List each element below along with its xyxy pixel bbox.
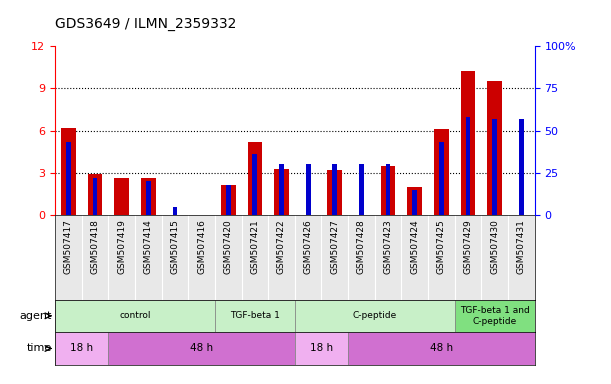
Text: 18 h: 18 h	[70, 343, 93, 354]
Bar	[226, 185, 230, 215]
Bar	[306, 164, 310, 215]
Text: GSM507429: GSM507429	[464, 219, 472, 274]
Bar	[55, 300, 215, 332]
Bar	[466, 117, 470, 215]
Bar	[455, 300, 535, 332]
Text: GSM507420: GSM507420	[224, 219, 233, 274]
Text: GDS3649 / ILMN_2359332: GDS3649 / ILMN_2359332	[55, 17, 236, 31]
Text: GSM507421: GSM507421	[251, 219, 259, 274]
Bar	[108, 332, 295, 365]
Bar	[172, 207, 177, 215]
Text: GSM507431: GSM507431	[517, 219, 526, 274]
Bar	[295, 300, 455, 332]
Bar	[55, 332, 108, 365]
Text: GSM507415: GSM507415	[170, 219, 180, 274]
Text: GSM507423: GSM507423	[384, 219, 393, 274]
Bar	[434, 129, 448, 215]
Text: GSM507419: GSM507419	[117, 219, 126, 274]
Text: GSM507416: GSM507416	[197, 219, 206, 274]
Text: time: time	[27, 343, 52, 354]
Text: 48 h: 48 h	[190, 343, 213, 354]
Bar	[439, 142, 444, 215]
Bar	[252, 154, 257, 215]
Text: GSM507414: GSM507414	[144, 219, 153, 274]
Bar	[488, 81, 502, 215]
Bar	[66, 142, 71, 215]
Text: GSM507425: GSM507425	[437, 219, 446, 274]
Bar	[295, 332, 348, 365]
Bar	[141, 179, 156, 215]
Bar	[221, 185, 235, 215]
Bar	[381, 166, 395, 215]
Bar	[408, 187, 422, 215]
Text: GSM507417: GSM507417	[64, 219, 73, 274]
Text: C-peptide: C-peptide	[353, 311, 397, 320]
Text: GSM507430: GSM507430	[490, 219, 499, 274]
Text: GSM507428: GSM507428	[357, 219, 366, 274]
Bar	[519, 119, 524, 215]
Text: agent: agent	[20, 311, 52, 321]
Bar	[114, 179, 129, 215]
Bar	[492, 119, 497, 215]
Text: 48 h: 48 h	[430, 343, 453, 354]
Bar	[61, 128, 76, 215]
Text: control: control	[119, 311, 151, 320]
Bar	[386, 164, 390, 215]
Text: GSM507426: GSM507426	[304, 219, 313, 274]
Text: GSM507427: GSM507427	[331, 219, 339, 274]
Bar	[359, 164, 364, 215]
Bar	[87, 174, 102, 215]
Bar	[247, 142, 262, 215]
Bar	[215, 300, 295, 332]
Bar	[461, 71, 475, 215]
Text: TGF-beta 1 and
C-peptide: TGF-beta 1 and C-peptide	[460, 306, 530, 326]
Bar	[332, 164, 337, 215]
Text: GSM507418: GSM507418	[90, 219, 100, 274]
Bar	[274, 169, 289, 215]
Bar	[327, 170, 342, 215]
Bar	[146, 181, 151, 215]
Text: 18 h: 18 h	[310, 343, 333, 354]
Bar	[412, 190, 417, 215]
Bar	[92, 178, 97, 215]
Bar	[279, 164, 284, 215]
Text: GSM507424: GSM507424	[410, 219, 419, 274]
Bar	[348, 332, 535, 365]
Text: TGF-beta 1: TGF-beta 1	[230, 311, 280, 320]
Text: GSM507422: GSM507422	[277, 219, 286, 274]
